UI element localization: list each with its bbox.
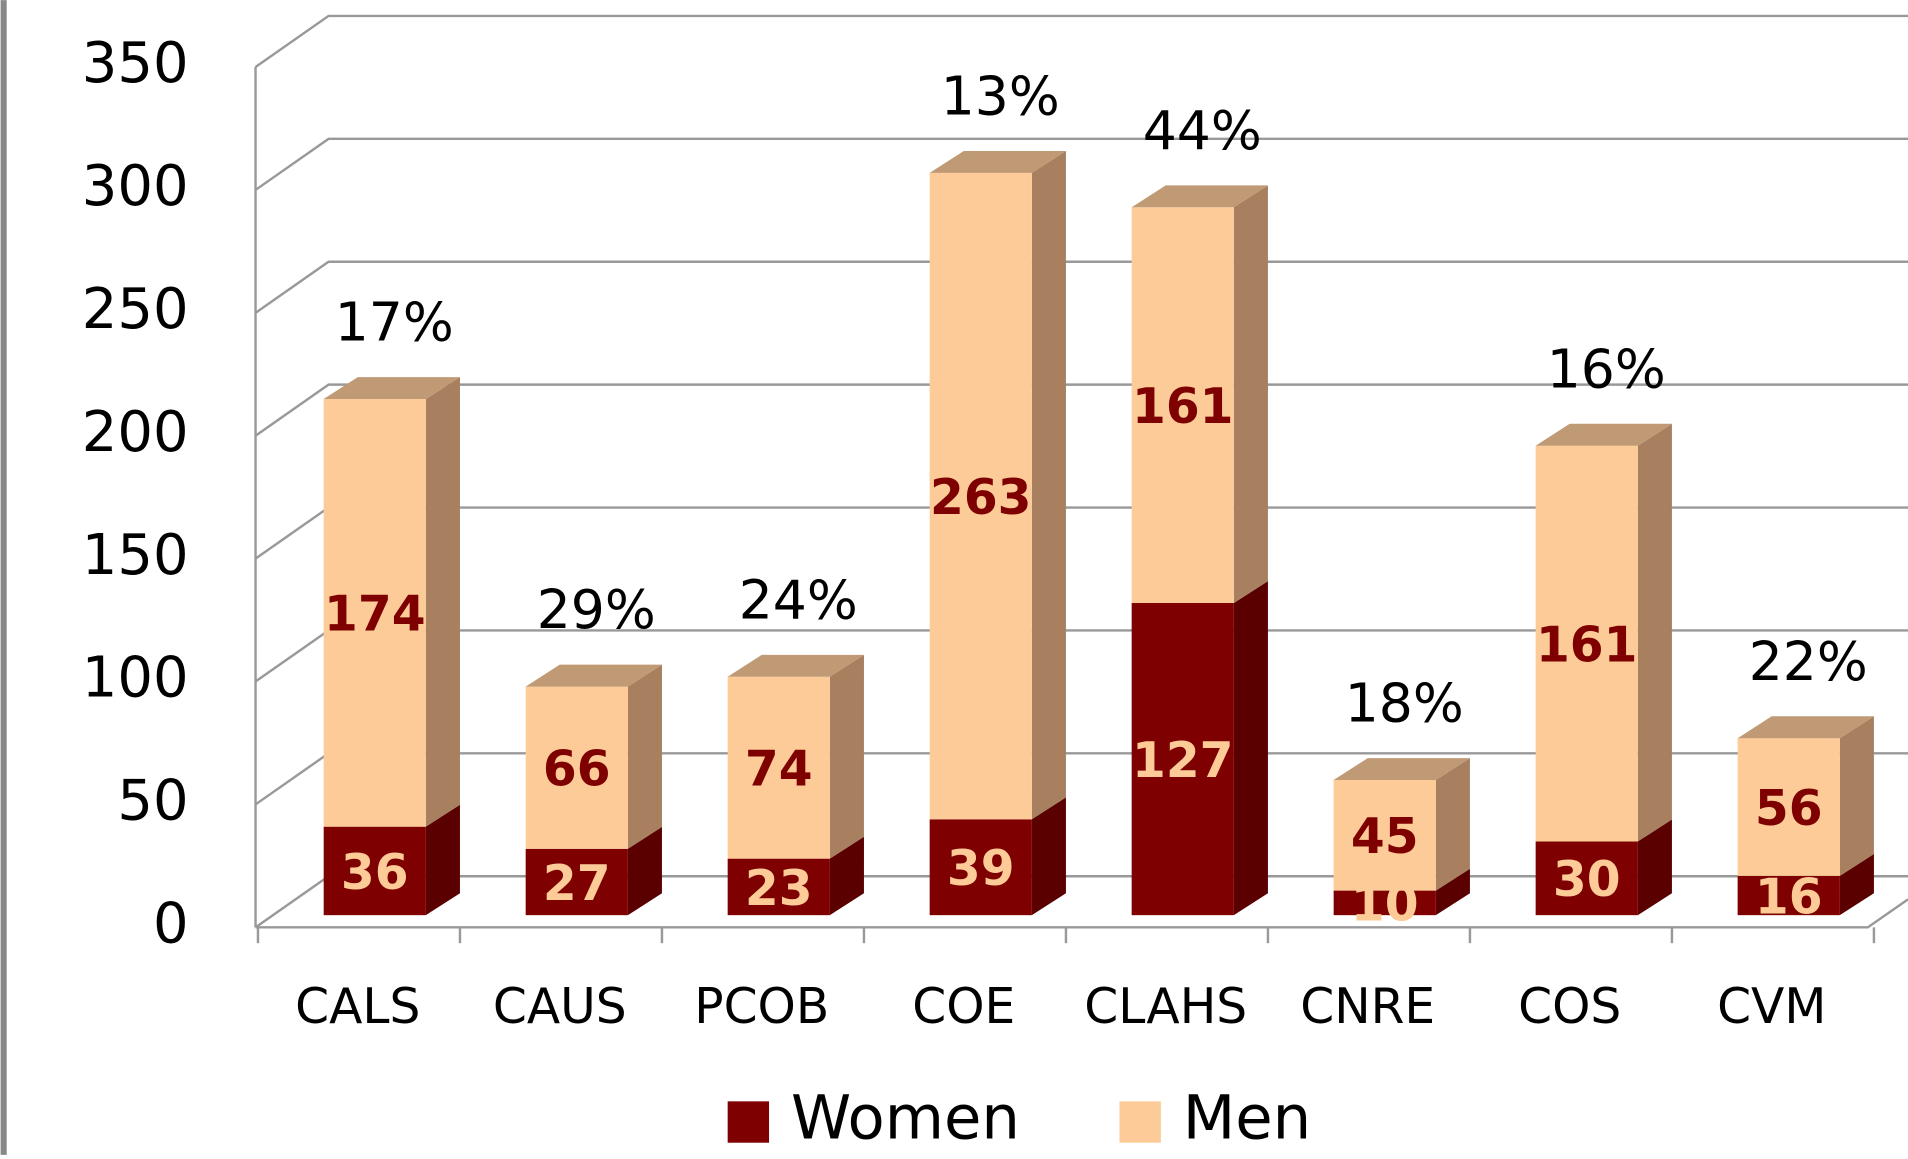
bar-top — [525, 664, 662, 687]
x-tick-label: PCOB — [694, 979, 829, 1035]
y-tick-label: 300 — [82, 154, 189, 219]
legend-label: Women — [791, 1084, 1020, 1154]
bar-value-label: 56 — [1755, 781, 1823, 837]
bar-side — [1839, 853, 1874, 916]
bar — [525, 848, 628, 916]
bar-side — [1031, 150, 1066, 820]
percent-annotation: 29% — [537, 578, 656, 641]
x-tick-label: CNRE — [1300, 979, 1435, 1035]
legend-swatch — [1119, 1101, 1161, 1143]
grid-line — [254, 137, 1908, 191]
bar — [1333, 779, 1436, 891]
percent-annotation: 17% — [335, 291, 454, 354]
x-tick-label: CLAHS — [1084, 979, 1247, 1035]
bar-top — [1131, 185, 1268, 208]
x-tick-label: CVM — [1717, 979, 1826, 1035]
bar-side — [1839, 716, 1874, 876]
bar-side — [1233, 581, 1268, 916]
bar-top — [727, 654, 864, 677]
y-tick-label: 350 — [82, 31, 189, 96]
bar-side — [829, 836, 864, 916]
bar-value-label: 27 — [543, 856, 611, 912]
percent-annotation: 18% — [1345, 672, 1464, 735]
bar-value-label: 39 — [947, 841, 1015, 897]
bar-value-label: 127 — [1132, 733, 1234, 789]
bar-side — [1233, 185, 1268, 604]
x-tick-label: CALS — [295, 979, 420, 1035]
y-tick-label: 100 — [82, 646, 189, 711]
bar-side — [829, 654, 864, 859]
bar-value-label: 66 — [543, 742, 611, 798]
grid-line — [254, 260, 1908, 314]
bar-side — [425, 804, 460, 916]
bar — [1131, 603, 1234, 916]
bar-side — [425, 377, 460, 827]
bar-side — [1435, 758, 1470, 891]
bar-side — [627, 826, 662, 916]
bar-side — [1637, 423, 1672, 842]
legend-label: Men — [1183, 1084, 1311, 1154]
x-tick-label: COE — [912, 979, 1015, 1035]
bar — [727, 676, 830, 859]
bar-value-label: 161 — [1132, 379, 1234, 435]
bar-value-label: 16 — [1755, 869, 1823, 925]
percent-annotation: 24% — [739, 568, 858, 631]
bar-value-label: 30 — [1553, 852, 1621, 908]
bar — [929, 819, 1032, 916]
bar — [1333, 890, 1436, 916]
grid-line — [254, 383, 1908, 437]
percent-annotation: 13% — [941, 64, 1060, 127]
bar — [1535, 841, 1638, 916]
bar — [1131, 207, 1234, 604]
bar — [1737, 738, 1840, 876]
bar-value-label: 74 — [745, 742, 813, 798]
percent-annotation: 22% — [1749, 630, 1868, 693]
bar-side — [627, 664, 662, 849]
bar-top — [1535, 423, 1672, 446]
bar-side — [1435, 868, 1470, 916]
bar-value-label: 23 — [745, 861, 813, 917]
x-tick-label: CAUS — [493, 979, 627, 1035]
bar-side — [1031, 797, 1066, 916]
bar-value-label: 36 — [341, 845, 409, 901]
bar-value-label: 161 — [1536, 617, 1638, 673]
bar — [1535, 445, 1638, 842]
bar-value-label: 174 — [324, 587, 426, 643]
bar — [525, 686, 628, 849]
floor-edge — [255, 898, 1908, 929]
x-tick-label: COS — [1518, 979, 1621, 1035]
grid-line — [254, 14, 1908, 69]
y-tick-label: 0 — [153, 891, 189, 956]
bar-top — [1737, 716, 1874, 739]
bar-top — [929, 150, 1066, 173]
bar-side — [1637, 819, 1672, 916]
bar — [323, 826, 426, 916]
y-tick-label: 150 — [82, 523, 189, 588]
percent-annotation: 44% — [1143, 99, 1262, 162]
bar — [1737, 875, 1840, 916]
percent-annotation: 16% — [1547, 337, 1666, 400]
y-tick-label: 250 — [82, 277, 189, 342]
bar-value-label: 45 — [1351, 809, 1419, 865]
bar-top — [323, 377, 460, 399]
bar — [727, 858, 830, 916]
y-tick-label: 200 — [82, 400, 189, 465]
bar-value-label: 263 — [930, 470, 1032, 526]
y-tick-label: 50 — [117, 769, 188, 834]
bar — [323, 398, 426, 827]
bar — [929, 172, 1032, 820]
bar-top — [1333, 758, 1470, 780]
legend-swatch — [727, 1101, 770, 1143]
